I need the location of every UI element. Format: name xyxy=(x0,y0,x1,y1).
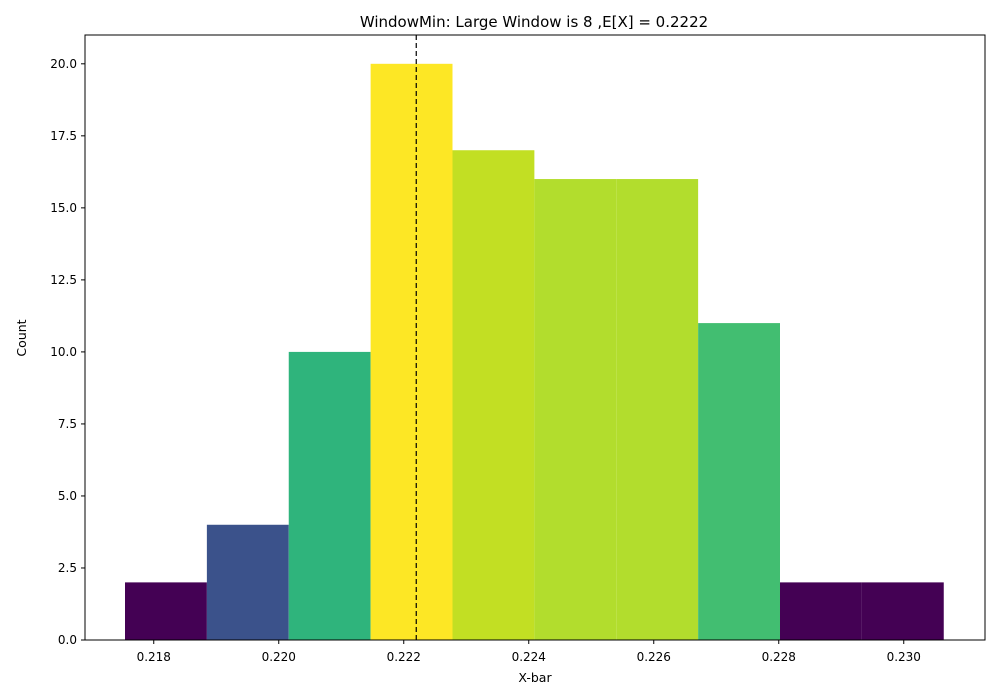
y-tick-label: 10.0 xyxy=(50,345,77,359)
histogram-bar-3 xyxy=(288,351,371,640)
x-tick-label: 0.228 xyxy=(762,650,796,664)
y-tick-label: 7.5 xyxy=(58,417,77,431)
x-axis-label: X-bar xyxy=(518,670,552,685)
histogram-bar-2 xyxy=(206,524,289,640)
histogram-bar-9 xyxy=(780,582,862,640)
y-tick-label: 5.0 xyxy=(58,489,77,503)
histogram-bar-10 xyxy=(861,582,944,640)
x-tick-label: 0.224 xyxy=(512,650,546,664)
histogram-bar-4 xyxy=(370,63,453,641)
y-tick-label: 2.5 xyxy=(58,561,77,575)
histogram-bar-5 xyxy=(452,150,535,640)
histogram-bar-1 xyxy=(125,582,207,640)
plot-frame xyxy=(84,34,986,641)
y-tick-label: 12.5 xyxy=(50,273,77,287)
histogram-bar-8 xyxy=(698,323,780,640)
y-tick-label: 0.0 xyxy=(58,633,77,647)
y-tick-label: 17.5 xyxy=(50,129,77,143)
bars-group xyxy=(125,63,944,641)
x-tick-label: 0.220 xyxy=(262,650,296,664)
x-tick-label: 0.222 xyxy=(387,650,421,664)
x-tick-label: 0.230 xyxy=(887,650,921,664)
y-axis-label: Count xyxy=(14,319,29,356)
histogram-bar-6 xyxy=(534,179,617,641)
x-tick-label: 0.226 xyxy=(637,650,671,664)
histogram-bar-7 xyxy=(616,179,699,641)
x-tick-label: 0.218 xyxy=(137,650,171,664)
y-tick-label: 15.0 xyxy=(50,201,77,215)
chart-title: WindowMin: Large Window is 8 ,E[X] = 0.2… xyxy=(360,13,708,31)
x-axis-ticks: 0.218 0.220 0.222 0.224 0.226 0.228 0.230 xyxy=(137,640,921,664)
y-tick-label: 20.0 xyxy=(50,57,77,71)
y-axis-ticks: 0.0 2.5 5.0 7.5 10.0 12.5 15.0 17.5 20.0 xyxy=(50,57,85,647)
